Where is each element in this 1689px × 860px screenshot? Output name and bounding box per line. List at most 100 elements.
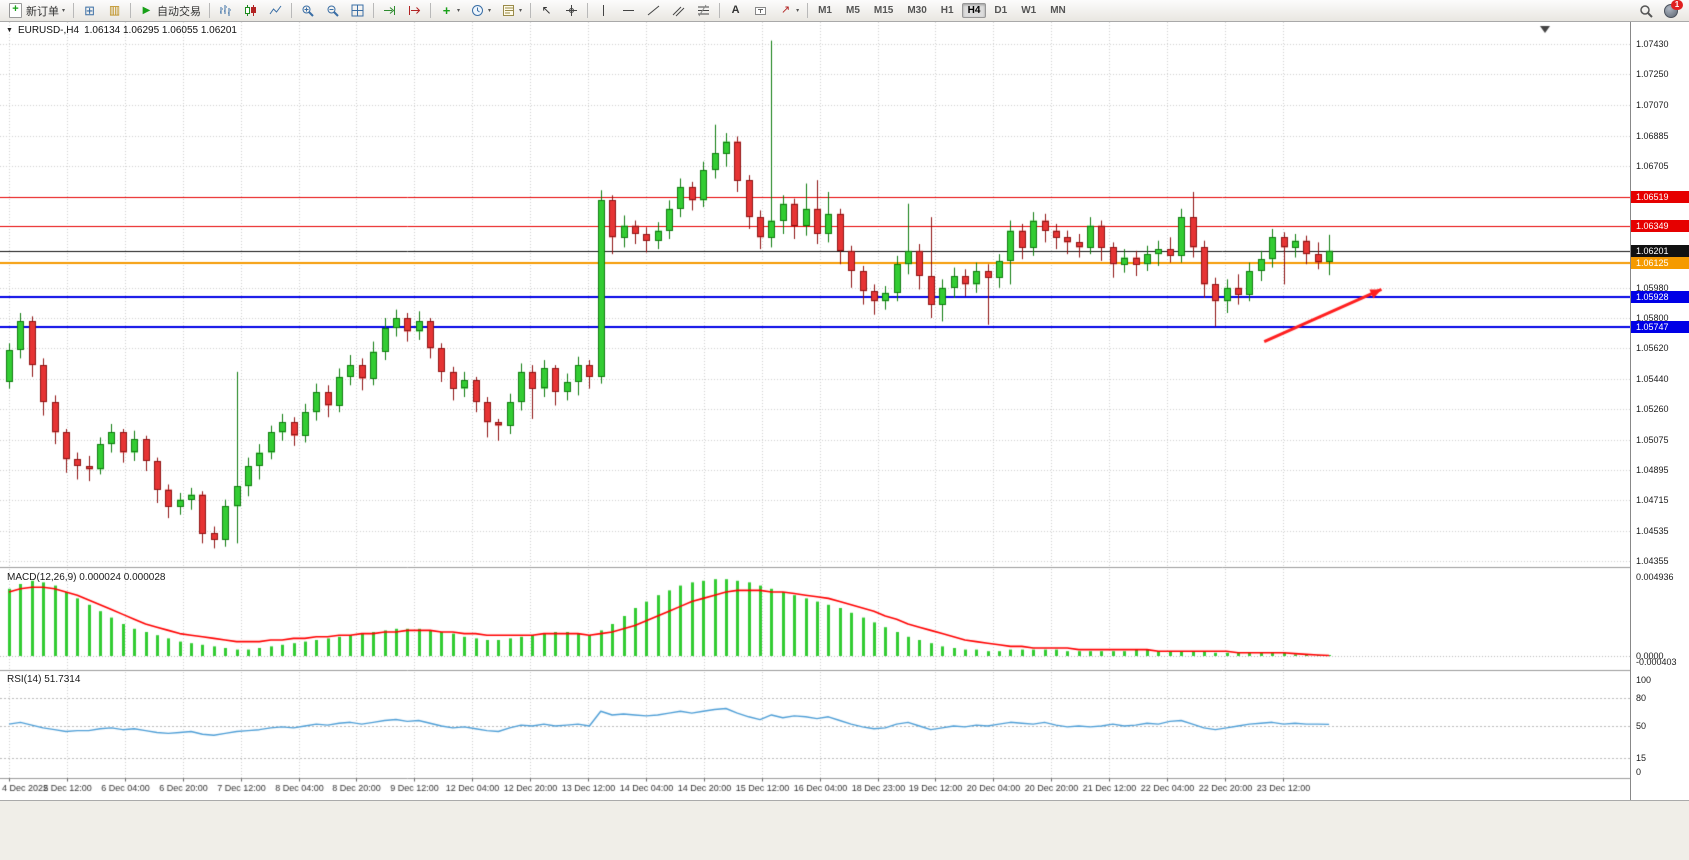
timeframe-button-h4[interactable]: H4: [961, 3, 987, 18]
price-axis-label: 1.05800: [1636, 313, 1669, 323]
candlestick-chart-button[interactable]: [239, 1, 262, 21]
price-axis-label: 1.04535: [1636, 526, 1669, 536]
price-axis-label: 1.05980: [1636, 283, 1669, 293]
timeframe-button-m5[interactable]: M5: [845, 5, 860, 16]
text-label-icon: [753, 3, 768, 18]
toolbar-separator: [291, 3, 293, 18]
symbol-dropdown-icon[interactable]: ▼: [6, 27, 13, 34]
timeframe-button-m15[interactable]: M15: [873, 5, 894, 16]
chart-title: ▼ EURUSD-,H4 1.06134 1.06295 1.06055 1.0…: [6, 25, 237, 36]
toolbar-group-timeframes: M1 M5 M15 M30 H1 H4 D1 W1 MN: [811, 1, 1073, 21]
price-axis-label: 1.06705: [1636, 161, 1669, 171]
new-order-icon: +: [8, 3, 23, 18]
price-axis-label: 1.04715: [1636, 495, 1669, 505]
dropdown-caret-icon: ▾: [457, 8, 461, 14]
periods-button[interactable]: ▾: [466, 1, 495, 21]
autotrading-button[interactable]: ▶ 自动交易: [135, 1, 205, 21]
main-toolbar: + 新订单 ▾ ⊞ ▥ ▶ 自动交易 + ▾ ▾ ▾ ↖ A ↗ ▾ M1 M5 M15 M30 H1 H4 D1 W1 MN…: [0, 0, 1689, 22]
horizontal-line-icon: [621, 3, 636, 18]
price-axis-label: 1.04895: [1636, 465, 1669, 475]
crosshair-button[interactable]: [560, 1, 583, 21]
line-chart-button[interactable]: [264, 1, 287, 21]
toolbar-group-windows: ⊞ ▥: [77, 1, 127, 21]
profile-icon: ▥: [108, 3, 121, 17]
rsi-axis-label: 0: [1636, 767, 1642, 777]
new-order-button-label: 新订单: [26, 5, 59, 18]
price-axis-label: 1.07070: [1636, 100, 1669, 110]
vertical-line-button[interactable]: [592, 1, 615, 21]
timeframe-button-h1[interactable]: H1: [940, 5, 954, 16]
fibonacci-button[interactable]: [692, 1, 715, 21]
toolbar-group-zoom: [295, 1, 370, 21]
toolbar-group-order: + 新订单 ▾: [3, 1, 70, 21]
price-axis-label: 1.05260: [1636, 404, 1669, 414]
new-order-button[interactable]: + 新订单 ▾: [4, 1, 69, 21]
price-axis-label: 1.07250: [1636, 69, 1669, 79]
zoom-out-button[interactable]: [321, 1, 344, 21]
toolbar-group-pointer: ↖: [534, 1, 584, 21]
tile-windows-icon: [350, 3, 365, 18]
toolbar-separator: [587, 3, 589, 18]
price-line-badge-1.06125: 1.06125: [1631, 257, 1689, 269]
profiles-button[interactable]: ▥: [103, 1, 126, 21]
price-axis-label: 1.05620: [1636, 343, 1669, 353]
zoom-in-icon: [300, 3, 315, 18]
macd-axis-label: 0.004936: [1636, 572, 1674, 582]
timeframe-button-w1[interactable]: W1: [1021, 5, 1037, 16]
price-chart-canvas[interactable]: [0, 22, 1630, 800]
price-axis: 1.07430 1.07250 1.07070 1.06885 1.06705 1.059…: [1630, 22, 1689, 800]
timeframe-button-m1[interactable]: M1: [818, 5, 832, 16]
text-button[interactable]: A: [724, 1, 747, 21]
toolbar-separator: [530, 3, 532, 18]
toolbar-group-autotrading: ▶ 自动交易: [134, 1, 206, 21]
bar-chart-icon: [218, 3, 233, 18]
trendline-icon: [646, 3, 661, 18]
chart-shift-button[interactable]: [403, 1, 426, 21]
auto-scroll-icon: [382, 3, 397, 18]
window-bottom-area: [0, 800, 1689, 860]
rsi-axis-label: 100: [1636, 675, 1652, 685]
toolbar-separator: [719, 3, 721, 18]
toolbar-separator: [430, 3, 432, 18]
trendline-button[interactable]: [642, 1, 665, 21]
notifications-button[interactable]: 1: [1664, 0, 1683, 19]
tile-windows-button[interactable]: [346, 1, 369, 21]
equidistant-channel-button[interactable]: [667, 1, 690, 21]
charts-button[interactable]: ⊞: [78, 1, 101, 21]
timeframe-button-mn[interactable]: MN: [1050, 5, 1066, 16]
toolbar-separator: [73, 3, 75, 18]
autotrading-icon: ▶: [142, 5, 151, 16]
fibonacci-icon: [696, 3, 711, 18]
line-chart-icon: [268, 3, 283, 18]
arrow-tools-button[interactable]: ↗ ▾: [774, 1, 803, 21]
chart-window: ▼ EURUSD-,H4 1.06134 1.06295 1.06055 1.0…: [0, 22, 1689, 800]
auto-scroll-button[interactable]: [378, 1, 401, 21]
ohlc-values: 1.06134 1.06295 1.06055 1.06201: [84, 25, 237, 36]
toolbar-separator: [209, 3, 211, 18]
rsi-axis-label: 50: [1636, 721, 1647, 731]
price-line-badge-1.05747: 1.05747: [1631, 321, 1689, 333]
price-line-badge-1.06519: 1.06519: [1631, 191, 1689, 203]
price-axis-label: 1.05075: [1636, 435, 1669, 445]
crosshair-icon: [564, 3, 579, 18]
horizontal-line-button[interactable]: [617, 1, 640, 21]
price-line-badge-1.06201: 1.06201: [1631, 245, 1689, 257]
timeframe-button-d1[interactable]: D1: [994, 5, 1008, 16]
rsi-axis-label: 15: [1636, 753, 1647, 763]
cursor-icon: ↖: [541, 3, 552, 17]
toolbar-group-text-tools: A ↗ ▾: [723, 1, 804, 21]
templates-button[interactable]: ▾: [497, 1, 526, 21]
indicators-icon: +: [442, 3, 451, 18]
bar-chart-button[interactable]: [214, 1, 237, 21]
dropdown-caret-icon: ▾: [62, 8, 66, 14]
price-line-badge-1.05928: 1.05928: [1631, 291, 1689, 303]
text-label-button[interactable]: [749, 1, 772, 21]
search-button[interactable]: [1634, 1, 1657, 21]
price-axis-label: 1.07430: [1636, 39, 1669, 49]
templates-icon: [501, 3, 516, 18]
timeframe-button-m30[interactable]: M30: [907, 5, 927, 16]
zoom-in-button[interactable]: [296, 1, 319, 21]
cursor-button[interactable]: ↖: [535, 1, 558, 21]
indicators-button[interactable]: + ▾: [435, 1, 464, 21]
